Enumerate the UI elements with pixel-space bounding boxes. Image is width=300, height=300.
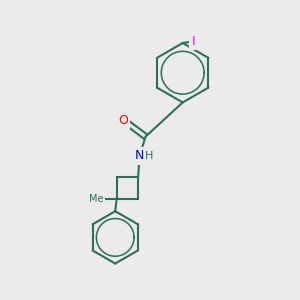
Text: I: I bbox=[191, 35, 195, 48]
Text: O: O bbox=[118, 114, 128, 127]
Text: N: N bbox=[135, 149, 144, 162]
Text: H: H bbox=[145, 151, 153, 161]
Text: Me: Me bbox=[89, 194, 103, 204]
